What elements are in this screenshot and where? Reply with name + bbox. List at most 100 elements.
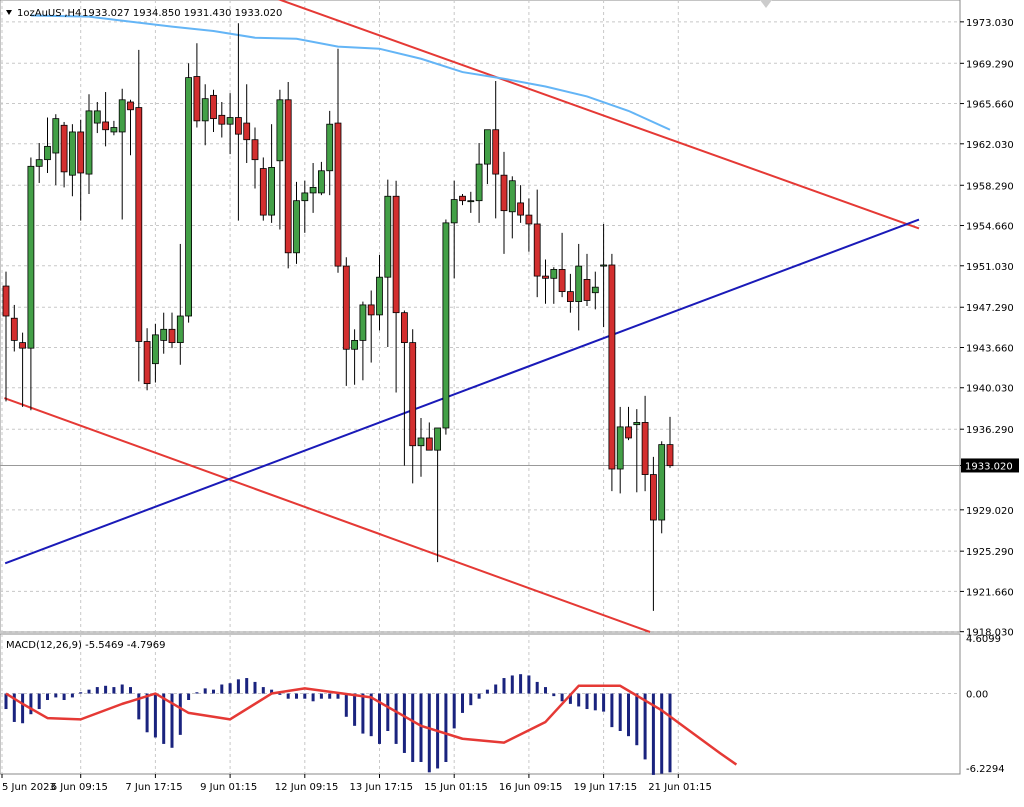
macd-bar <box>618 693 622 731</box>
macd-bar <box>378 693 381 744</box>
candle <box>110 120 118 136</box>
macd-bar <box>577 693 581 707</box>
price-label: 1925.290 <box>966 547 1014 558</box>
macd-bar <box>220 684 224 694</box>
candle <box>558 232 566 298</box>
candle <box>434 427 442 563</box>
candle <box>625 406 632 441</box>
current-price-label: 1933.020 <box>965 461 1013 472</box>
candle <box>459 194 466 206</box>
candle <box>351 329 359 385</box>
candle-body <box>176 315 184 344</box>
macd-bar <box>552 693 556 697</box>
time-label: 9 Jun 01:15 <box>200 782 257 793</box>
candle-body <box>567 291 574 302</box>
candle <box>210 89 217 132</box>
macd-axis-label: 0.00 <box>966 690 988 701</box>
candle-body <box>243 122 251 141</box>
macd-signal <box>5 684 738 766</box>
macd-bar <box>651 693 655 775</box>
candle <box>135 49 143 382</box>
candle-body <box>558 269 566 293</box>
candle-body <box>500 174 508 212</box>
macd-bar <box>286 693 290 699</box>
candle <box>425 422 433 451</box>
candle-body <box>376 276 383 316</box>
candle-body <box>616 426 624 470</box>
candle <box>334 48 342 273</box>
candle-body <box>367 304 375 316</box>
candle <box>268 124 276 223</box>
macd-pane[interactable] <box>0 633 961 775</box>
candle-body <box>210 94 217 120</box>
candle <box>251 127 259 189</box>
candle <box>492 80 500 219</box>
trend-lines[interactable] <box>3 0 920 633</box>
time-label: 13 Jun 17:15 <box>350 782 414 793</box>
macd-bar <box>37 693 41 710</box>
macd-bar <box>4 693 8 710</box>
candle-body <box>251 139 259 161</box>
candle <box>400 310 408 466</box>
candle-body <box>400 312 408 344</box>
macd-bar <box>668 693 672 773</box>
macd-bar <box>187 693 191 700</box>
macd-bar <box>602 693 606 712</box>
candle <box>44 117 51 173</box>
candle-body <box>525 214 533 225</box>
candle <box>442 219 450 435</box>
chart-header[interactable]: 1ozAuUS',H4 1933.027 1934.850 1931.430 1… <box>6 8 282 19</box>
dropdown-icon[interactable] <box>6 10 12 15</box>
candle-body <box>44 145 51 161</box>
candle-body <box>392 195 400 314</box>
macd-bar <box>278 693 282 695</box>
candle-body <box>650 474 657 521</box>
candle-body <box>508 180 516 213</box>
time-label: 5 Jun 2023 <box>2 782 56 793</box>
candle <box>77 119 85 221</box>
macd-bar <box>87 689 91 694</box>
candle-body <box>317 170 325 194</box>
candle <box>284 82 292 269</box>
candle <box>35 143 43 183</box>
macd-axis-label: -6.2294 <box>966 764 1005 775</box>
macd-bar <box>585 693 589 710</box>
macd-bar <box>311 693 315 702</box>
candle <box>467 191 475 213</box>
candle-body <box>666 444 674 467</box>
candle-body <box>550 269 558 279</box>
candle-body <box>93 110 101 124</box>
candle-body <box>218 114 226 125</box>
macd-bar <box>104 685 108 694</box>
candle <box>309 162 317 213</box>
macd-bar <box>452 693 456 729</box>
macd-bar <box>411 693 415 762</box>
candle <box>234 23 242 221</box>
macd-bar <box>610 693 614 728</box>
candle <box>160 312 168 354</box>
time-label: 7 Jun 17:15 <box>125 782 182 793</box>
candle-body <box>85 110 93 175</box>
candle <box>151 323 159 383</box>
candle-body <box>193 76 201 122</box>
candle-body <box>309 186 317 194</box>
candle <box>525 198 533 252</box>
candle <box>475 143 483 223</box>
candle <box>127 99 134 156</box>
candle-body <box>409 342 417 447</box>
macd-bar <box>54 693 58 698</box>
time-label: 16 Jun 09:15 <box>499 782 563 793</box>
macd-bar <box>660 693 664 774</box>
candle <box>69 124 76 197</box>
candle <box>193 43 201 128</box>
candle-body <box>417 437 425 447</box>
candle-body <box>517 202 524 216</box>
candle <box>409 329 417 484</box>
candle <box>583 253 591 307</box>
candle-body <box>10 317 18 341</box>
main-pane[interactable] <box>0 0 961 633</box>
candle <box>450 180 458 279</box>
